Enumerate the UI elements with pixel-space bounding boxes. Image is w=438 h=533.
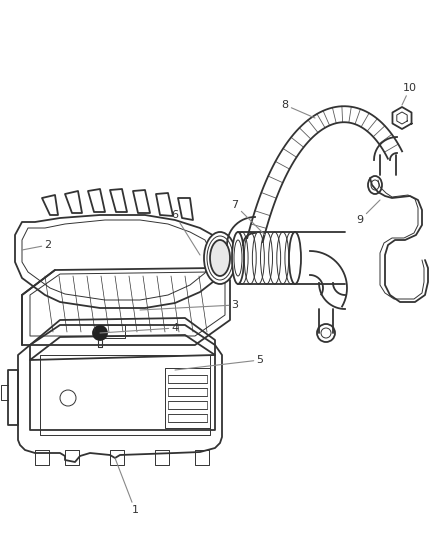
Text: 3: 3 (140, 300, 239, 310)
Text: 1: 1 (115, 458, 138, 515)
Ellipse shape (317, 324, 335, 342)
Circle shape (93, 326, 107, 340)
Text: 6: 6 (172, 210, 200, 255)
Text: 4: 4 (100, 323, 179, 333)
Text: 2: 2 (22, 240, 52, 250)
Text: 8: 8 (282, 100, 315, 118)
Text: 5: 5 (175, 355, 264, 370)
Ellipse shape (232, 232, 244, 284)
Ellipse shape (289, 232, 301, 284)
Text: 10: 10 (402, 83, 417, 105)
Text: 7: 7 (231, 200, 265, 235)
Ellipse shape (204, 232, 236, 284)
Ellipse shape (210, 240, 230, 276)
Text: 9: 9 (357, 200, 380, 225)
Ellipse shape (368, 176, 382, 194)
